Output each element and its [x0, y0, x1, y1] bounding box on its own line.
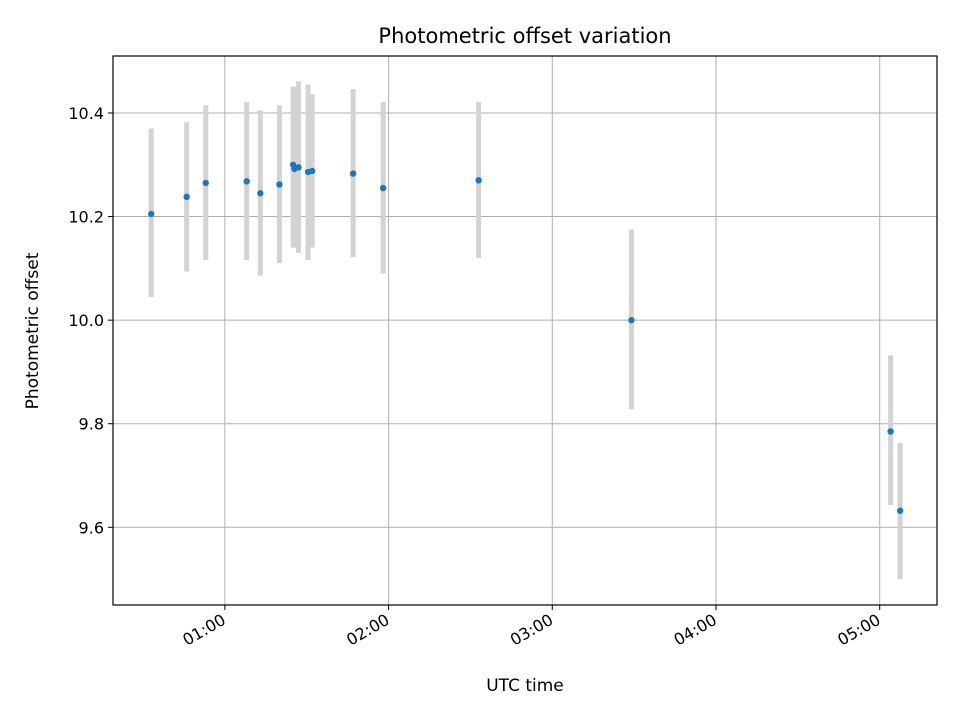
plot-frame	[112, 55, 938, 606]
error-bars	[148, 81, 903, 580]
data-point	[475, 177, 482, 184]
y-axis: 9.6 9.8 10.0 10.2 10.4	[68, 104, 113, 537]
data-point	[295, 164, 302, 171]
grid	[113, 56, 937, 605]
data-point	[257, 190, 264, 197]
x-tick-label: 03:00	[507, 610, 556, 650]
data-point	[628, 316, 635, 324]
x-axis: 01:00 02:00 03:00 04:00 05:00	[179, 605, 884, 650]
y-tick-label: 10.4	[68, 104, 104, 123]
x-tick-label: 01:00	[179, 610, 228, 650]
y-tick-label: 9.6	[79, 518, 104, 537]
data-point	[308, 167, 316, 175]
y-axis-label: Photometric offset	[23, 252, 43, 409]
data-point	[896, 507, 904, 514]
x-axis-label: UTC time	[486, 676, 564, 696]
x-tick-label: 04:00	[671, 610, 720, 650]
data-point	[202, 179, 209, 187]
y-tick-label: 10.0	[68, 311, 104, 330]
chart-title: Photometric offset variation	[378, 24, 671, 48]
y-tick-label: 10.2	[68, 208, 104, 227]
data-point	[183, 193, 190, 201]
data-point	[147, 210, 155, 218]
x-tick-label: 05:00	[834, 610, 883, 650]
data-point	[276, 181, 283, 188]
x-tick-label: 02:00	[343, 610, 392, 650]
data-points	[147, 161, 904, 514]
data-point	[243, 178, 250, 185]
data-point	[379, 184, 387, 192]
data-point	[887, 428, 894, 435]
data-point	[349, 170, 357, 177]
y-tick-label: 9.8	[79, 415, 104, 434]
